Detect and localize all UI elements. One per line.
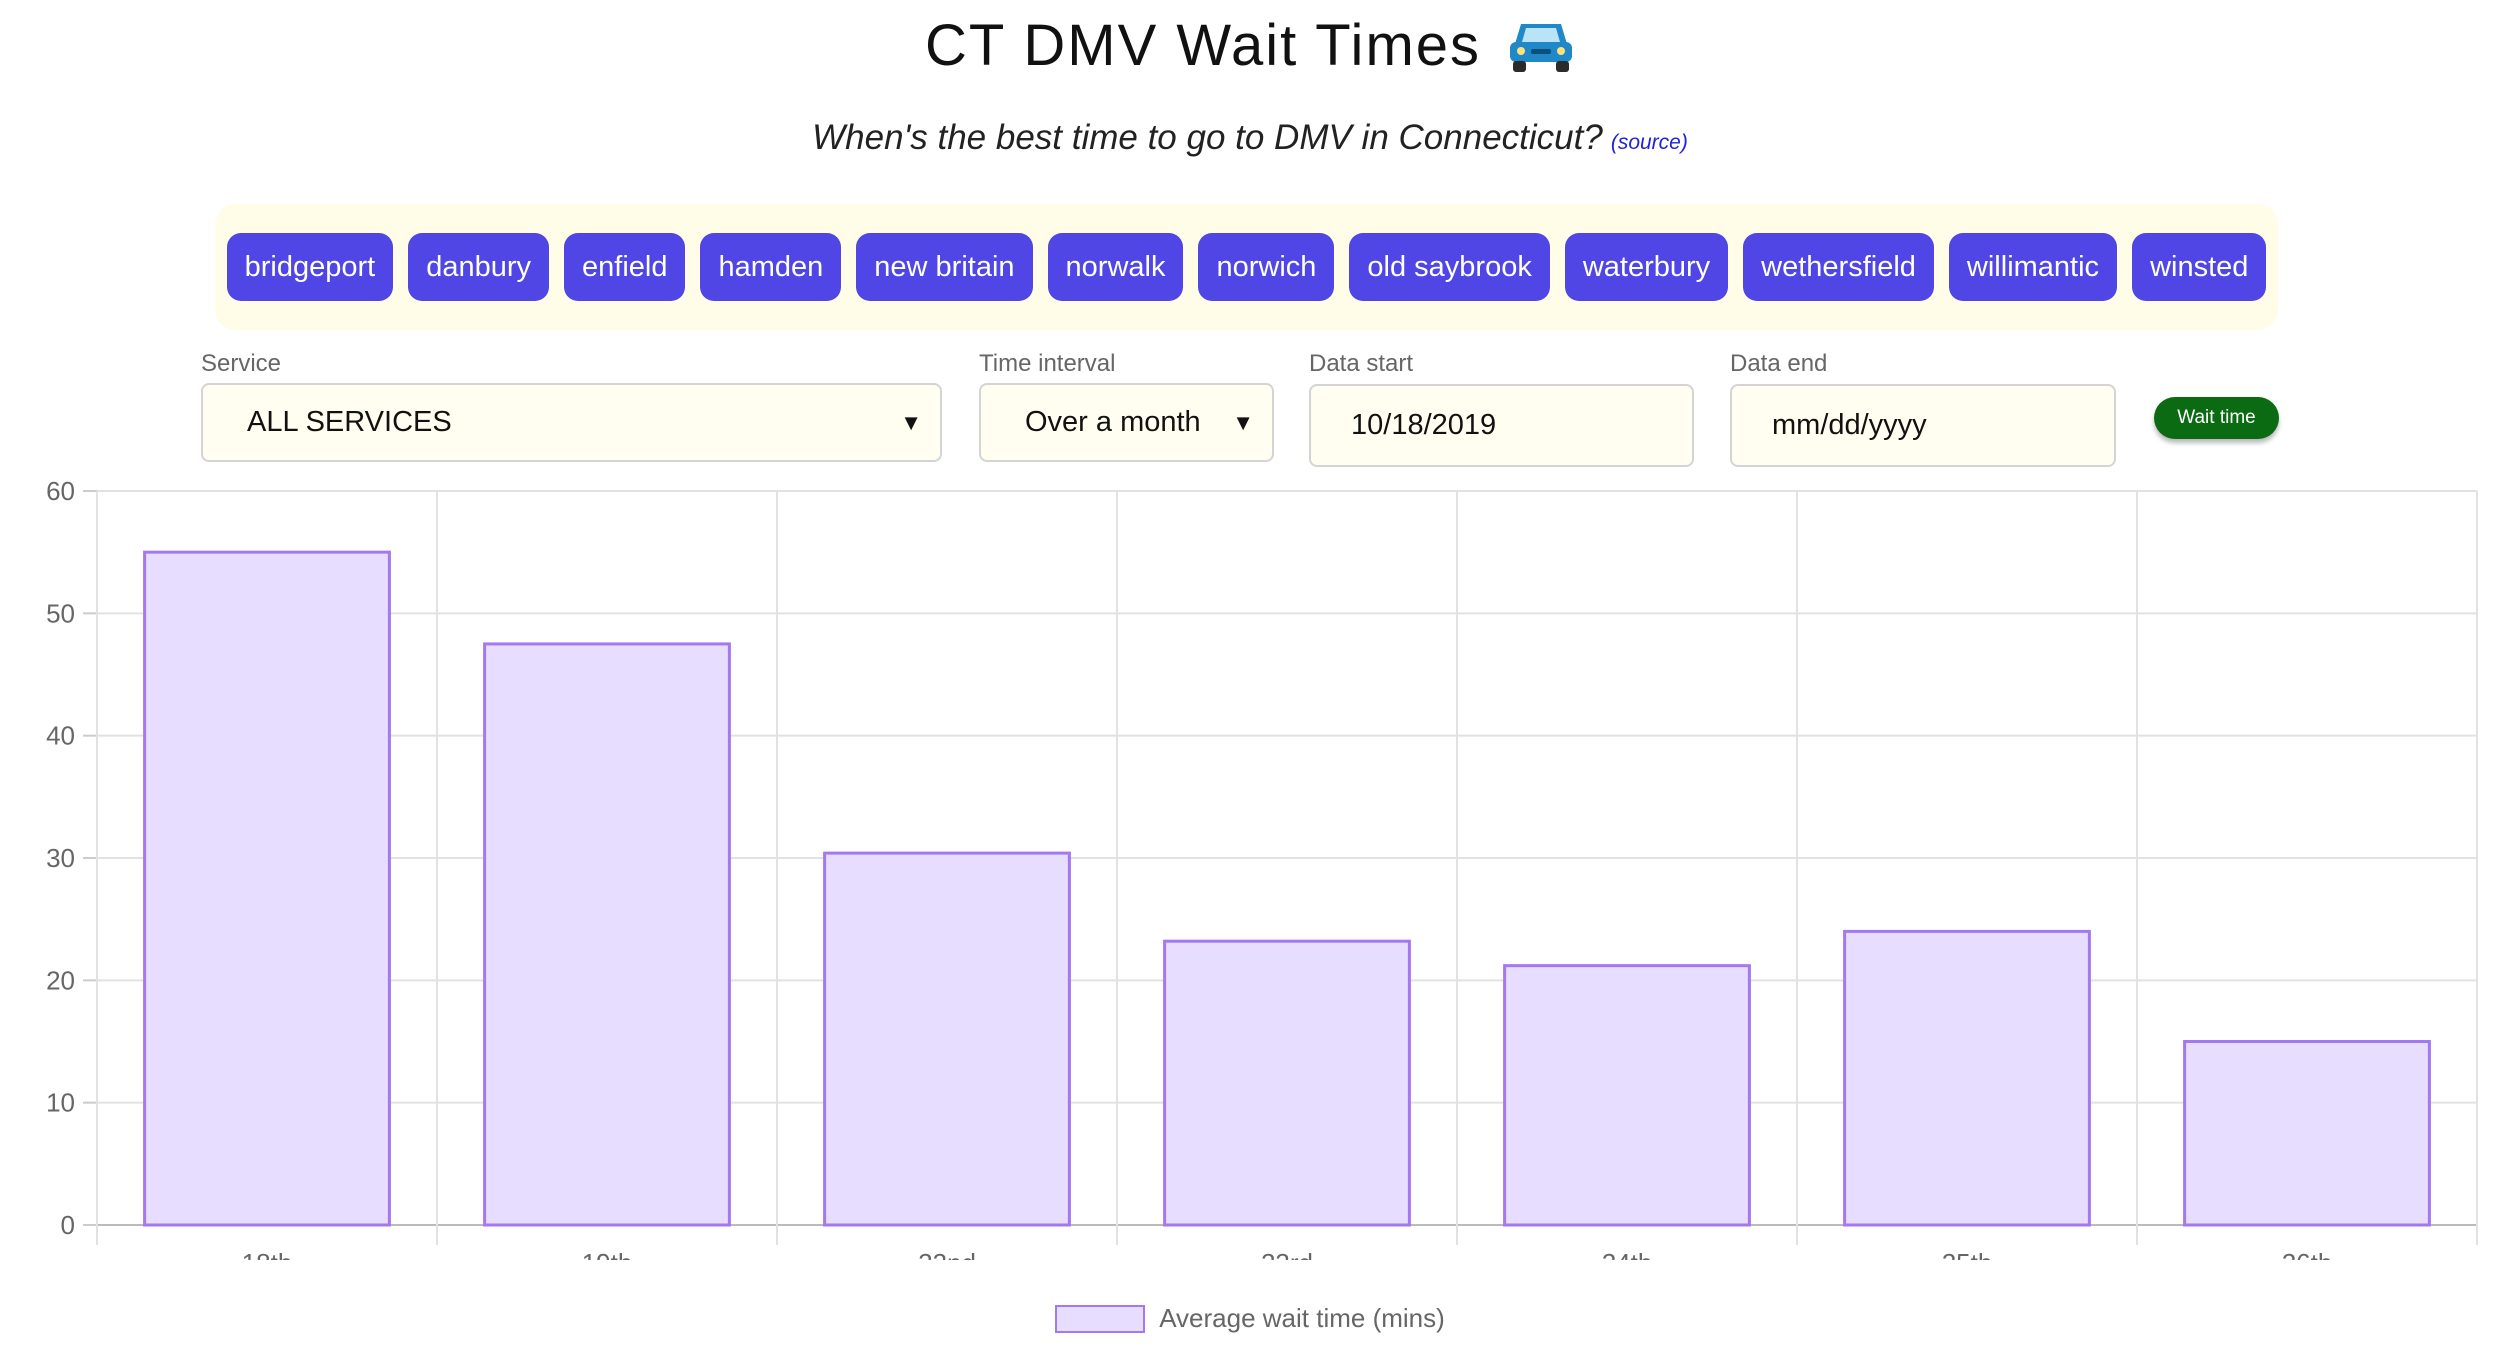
x-tick-label: 22nd (918, 1248, 976, 1260)
location-button-danbury[interactable]: danbury (408, 233, 549, 301)
legend-swatch (1055, 1304, 1146, 1333)
x-tick-label: 24th (1602, 1248, 1653, 1260)
location-button-bridgeport[interactable]: bridgeport (226, 233, 394, 301)
page-title: CT DMV Wait Times (0, 12, 2500, 79)
chevron-down-icon: ▼ (1232, 409, 1254, 435)
wait-time-button[interactable]: Wait time (2154, 397, 2279, 439)
data-end-label: Data end (1730, 350, 1828, 377)
location-button-norwalk[interactable]: norwalk (1047, 233, 1184, 301)
data-start-label: Data start (1309, 350, 1414, 377)
bar-23rd (1163, 939, 1411, 1227)
service-select[interactable]: ALL SERVICES ▼ (201, 383, 942, 462)
y-tick-label: 40 (46, 721, 75, 751)
bar-26th (2183, 1040, 2431, 1227)
interval-select-value: Over a month (1025, 406, 1201, 438)
y-tick-label: 60 (46, 476, 75, 506)
service-select-value: ALL SERVICES (247, 406, 452, 438)
data-start-value: 10/18/2019 (1351, 409, 1497, 441)
title-text: CT DMV Wait Times (924, 13, 1482, 78)
bar-19th (483, 642, 731, 1227)
location-button-old-saybrook[interactable]: old saybrook (1349, 233, 1550, 301)
location-button-enfield[interactable]: enfield (564, 233, 686, 301)
location-button-norwich[interactable]: norwich (1198, 233, 1335, 301)
source-link[interactable]: (source) (1610, 131, 1688, 154)
y-tick-label: 20 (46, 965, 75, 995)
chart-legend: Average wait time (mins) (0, 1303, 2500, 1334)
bar-18th (143, 550, 391, 1227)
data-end-placeholder: mm/dd/yyyy (1772, 409, 1927, 441)
location-button-winsted[interactable]: winsted (2132, 233, 2267, 301)
bar-chart: 0 10 20 30 40 50 60 18th 19th 22nd 23rd 24th 25th 26t… (46, 476, 2478, 1260)
x-tick-label: 18th (242, 1248, 293, 1260)
x-tick-label: 23rd (1261, 1248, 1313, 1260)
y-tick-label: 0 (61, 1210, 75, 1240)
subtitle-text: When's the best time to go to DMV in Con… (812, 118, 1603, 157)
location-button-new-britain[interactable]: new britain (856, 233, 1033, 301)
y-tick-label: 30 (46, 843, 75, 873)
x-tick-label: 26th (2282, 1248, 2333, 1260)
data-start-input[interactable]: 10/18/2019 (1309, 384, 1694, 467)
location-button-willimantic[interactable]: willimantic (1948, 233, 2118, 301)
service-label: Service (201, 350, 282, 377)
legend-label: Average wait time (mins) (1159, 1303, 1445, 1333)
chevron-down-icon: ▼ (900, 409, 922, 435)
bar-25th (1843, 929, 2091, 1227)
bar-22nd (823, 851, 1071, 1227)
interval-select[interactable]: Over a month ▼ (979, 383, 1274, 462)
bar-24th (1503, 964, 1751, 1227)
location-button-hamden[interactable]: hamden (700, 233, 842, 301)
car-icon (1510, 23, 1573, 72)
interval-label: Time interval (979, 350, 1116, 377)
y-tick-label: 50 (46, 598, 75, 628)
data-end-input[interactable]: mm/dd/yyyy (1730, 384, 2116, 467)
location-button-panel: bridgeport danbury enfield hamden new britai… (215, 204, 2278, 330)
x-tick-label: 25th (1942, 1248, 1993, 1260)
location-button-wethersfield[interactable]: wethersfield (1743, 233, 1934, 301)
y-tick-label: 10 (46, 1088, 75, 1118)
x-tick-label: 19th (582, 1248, 633, 1260)
location-button-waterbury[interactable]: waterbury (1564, 233, 1729, 301)
page-subtitle: When's the best time to go to DMV in Con… (0, 118, 2500, 158)
